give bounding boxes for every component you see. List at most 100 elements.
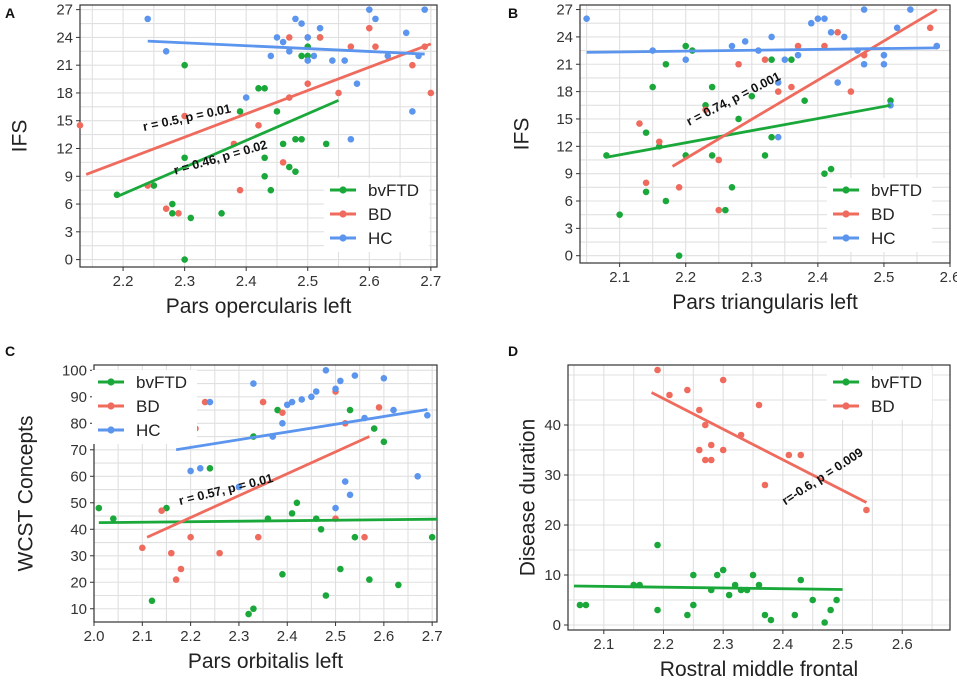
data-point <box>684 611 691 619</box>
data-point <box>821 170 828 177</box>
data-point <box>654 541 661 549</box>
panel-C: C 2.0 2.1 2.2 2.3 2.4 2.5 2.6 2.7 10 20 30 40 50 60 70 8… <box>5 343 443 673</box>
y-tick-label: 60 <box>70 468 87 485</box>
fit-line-BD <box>671 8 938 168</box>
data-point <box>390 406 397 414</box>
data-point <box>827 165 835 173</box>
data-point <box>675 252 683 260</box>
x-tick-label: 2.2 <box>653 636 674 653</box>
data-point <box>421 6 428 13</box>
x-axis-title: Pars triangularis left <box>672 291 858 314</box>
fit-line-HC <box>175 408 428 452</box>
data-point <box>283 401 291 409</box>
x-tick-label: 2.6 <box>359 273 380 290</box>
data-point <box>414 472 421 480</box>
data-point <box>250 380 257 387</box>
legend-label-BD: BD <box>871 205 895 224</box>
data-point <box>774 133 782 141</box>
x-tick-label: 2.3 <box>713 636 734 653</box>
x-tick-label: 2.5 <box>297 273 318 290</box>
data-point <box>696 446 703 454</box>
data-point <box>181 61 188 69</box>
x-tick-label: 2.6 <box>373 628 394 645</box>
legend: bvFTD BD HC <box>827 178 932 252</box>
data-point <box>887 97 894 105</box>
data-point <box>267 52 275 60</box>
data-point <box>880 51 888 59</box>
legend-point-bvFTD <box>107 378 115 386</box>
data-point <box>346 491 354 499</box>
x-axis-title: Rostral middle frontal <box>660 658 858 681</box>
legend-point-BD <box>842 210 850 218</box>
data-point <box>748 92 756 100</box>
y-tick-label: 9 <box>565 166 573 183</box>
data-point <box>380 374 388 382</box>
y-tick-label: 40 <box>544 417 561 434</box>
data-point <box>821 15 828 22</box>
data-point <box>279 571 286 578</box>
y-tick-label: 24 <box>556 29 573 46</box>
data-point <box>662 60 670 68</box>
plot-border <box>93 364 438 623</box>
data-point <box>261 85 268 92</box>
data-point <box>250 605 257 613</box>
legend: bvFTD BD HC <box>324 178 429 252</box>
data-point <box>696 406 703 414</box>
y-tick-label: 18 <box>556 84 573 101</box>
data-point <box>144 15 152 23</box>
y-tick-label: 6 <box>65 196 73 213</box>
data-point <box>713 571 721 579</box>
data-point <box>245 610 252 618</box>
data-point <box>761 481 769 489</box>
data-point <box>322 592 330 599</box>
data-point <box>279 419 286 427</box>
series-bvFTD <box>603 42 894 260</box>
data-point <box>731 581 739 589</box>
data-point <box>304 80 312 87</box>
data-point <box>206 465 214 472</box>
panel-A: A 2.2 2.3 2.4 2.5 2.6 2.7 0 3 6 9 12 15 18 21 24 27 Pars … <box>5 2 441 318</box>
data-point <box>372 43 379 50</box>
y-tick-label: 30 <box>70 548 87 565</box>
data-point <box>279 159 287 166</box>
y-tick-label: 90 <box>70 389 87 406</box>
data-point <box>292 135 299 143</box>
data-point <box>719 566 727 574</box>
fit-line-HC <box>586 46 937 54</box>
data-point <box>148 597 156 605</box>
data-point <box>304 52 312 60</box>
legend-point-bvFTD <box>339 186 347 194</box>
data-point <box>273 108 281 115</box>
legend-label-BD: BD <box>871 397 895 416</box>
data-point <box>395 581 402 589</box>
data-point <box>409 108 416 115</box>
y-tick-label: 15 <box>556 111 573 128</box>
data-point <box>654 606 661 614</box>
data-point <box>755 401 763 409</box>
data-point <box>139 544 146 552</box>
panel-label: B <box>508 5 518 21</box>
data-point <box>254 533 262 541</box>
panel-D: D 2.1 2.2 2.3 2.4 2.5 2.6 0 10 20 30 40 Rostral midd… <box>508 343 951 681</box>
x-tick-label: 2.6 <box>892 636 913 653</box>
y-tick-label: 6 <box>565 193 573 210</box>
data-point <box>649 83 656 91</box>
x-tick-label: 2.2 <box>675 269 696 286</box>
x-tick-label: 2.0 <box>84 628 105 645</box>
data-point <box>427 89 435 97</box>
data-point <box>292 168 299 175</box>
data-point <box>273 34 281 41</box>
plot-border <box>79 4 438 268</box>
data-point <box>76 122 84 129</box>
x-tick-label: 2.1 <box>132 628 153 645</box>
data-point <box>361 533 368 541</box>
data-point <box>821 42 828 50</box>
data-point <box>384 52 392 60</box>
legend-point-BD <box>339 210 347 218</box>
data-point <box>728 42 736 50</box>
data-point <box>788 56 795 63</box>
y-tick-label: 15 <box>56 113 73 130</box>
series-HC <box>144 6 428 143</box>
data-point <box>642 179 650 187</box>
data-point <box>636 120 643 127</box>
